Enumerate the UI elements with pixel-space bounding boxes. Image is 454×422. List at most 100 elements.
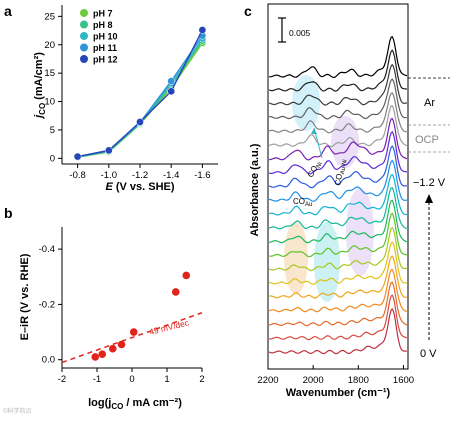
panel-b-fit-label: 49 mV/dec	[148, 317, 191, 337]
panel-a-legend-label: pH 11	[93, 43, 117, 53]
scale-bar-label: 0.005	[289, 28, 311, 38]
panel-a-x-ticks: -0.8 -1.0 -1.2 -1.4 -1.6	[69, 164, 211, 181]
panel-b-data-point	[129, 328, 138, 336]
panel-a-y-tick-label: 25	[44, 11, 55, 22]
panel-b-letter: b	[4, 205, 13, 221]
panel-c-spectrum-trace	[269, 159, 408, 202]
panel-b-x-label: log(jCO / mA cm⁻²)	[88, 397, 182, 411]
panel-c-spectrum-trace	[268, 212, 408, 258]
panel-a-legend-marker	[80, 43, 88, 52]
band-co-auni	[346, 188, 374, 276]
panel-b-points	[91, 271, 191, 361]
panel-c-spectrum-trace	[269, 294, 408, 341]
panel-c-spectrum-trace	[269, 35, 408, 79]
panel-a-y-tick-label: 5	[50, 125, 55, 136]
panel-a-series	[73, 26, 207, 162]
panel-c-spectrum-trace	[268, 49, 407, 92]
panel-b-x-tick-label: -2	[58, 374, 66, 385]
panel-a-legend-marker	[80, 20, 88, 29]
panel-c-x-tick-label: 1800	[348, 375, 369, 386]
label-ocp: OCP	[415, 134, 439, 146]
panel-a-x-tick-label: -1.6	[194, 170, 210, 181]
panel-a-letter: a	[4, 3, 12, 19]
panel-c-spectrum-trace	[268, 92, 407, 134]
panel-a-legend-label: pH 8	[93, 20, 113, 30]
panel-c-spectrum-trace	[268, 307, 407, 355]
panel-c-spectrum-trace	[268, 226, 407, 272]
label-ar: Ar	[424, 97, 435, 109]
panel-c-spectrum-trace	[269, 255, 407, 299]
panel-b-data-point	[108, 344, 117, 353]
panel-a-x-tick-label: -0.8	[69, 170, 85, 181]
panel-b-y-tick-label: 0.0	[42, 355, 55, 366]
panel-c-x-tick-label: 2200	[257, 375, 278, 386]
label-potential-top: −1.2 V	[413, 177, 446, 189]
panel-c-x-tick-label: 2000	[303, 375, 324, 386]
panel-a-y-tick-label: 10	[44, 97, 55, 108]
panel-b-data-point	[98, 350, 107, 358]
panel-a-legend-marker	[80, 32, 88, 40]
panel-a-y-tick-label: 0	[50, 153, 55, 164]
panel-b-y-label: E–iR (V vs. RHE)	[19, 253, 31, 340]
panel-c-spectrum-trace	[268, 281, 408, 327]
panel-c-spectrum-trace	[268, 130, 408, 175]
panel-a-legend-marker	[80, 55, 88, 63]
panel-c-spectrum-trace	[268, 268, 407, 313]
panel-c-spectrum-trace	[268, 241, 407, 285]
panel-b-data-point	[182, 271, 191, 280]
panel-c-frame	[267, 3, 409, 370]
panel-b-x-tick-label: 0	[129, 374, 134, 385]
panel-b-fit-line	[61, 311, 203, 364]
panel-b-data-point	[91, 353, 100, 361]
label-co-ni: CONi	[306, 159, 324, 180]
potential-arrowhead	[425, 194, 433, 203]
panel-a-data-point	[73, 152, 82, 161]
panel-c-spectrum-trace	[268, 145, 407, 189]
panel-b-y-ticks: -0.4 -0.2 0.0	[39, 244, 62, 366]
panel-c-x-tick-label: 1600	[393, 375, 414, 386]
panel-b-x-ticks: -2 -1 0 1 2	[58, 368, 205, 385]
panel-a-x-tick-label: -1.2	[132, 170, 148, 181]
panel-b-data-point	[171, 288, 180, 296]
panel-b-x-tick-label: 2	[199, 374, 204, 385]
panel-a-legend-marker	[80, 9, 88, 17]
panel-c-spectra	[268, 35, 408, 355]
watermark: ©科学前沿	[3, 407, 31, 415]
panel-a-legend-label: pH 7	[93, 9, 113, 19]
panel-c-spectrum-trace	[268, 63, 407, 106]
panel-b-y-tick-label: -0.2	[39, 299, 55, 310]
band-co-au	[284, 222, 308, 294]
panel-c-y-label: Absorbance (a.u.)	[249, 143, 261, 236]
panel-a-y-tick-label: 20	[44, 40, 55, 51]
panel-a-x-label: E (V vs. SHE)	[105, 181, 174, 193]
panel-b: b -2 -1 0 1 2 -0.4 -0.2 0.0 49 mV/dec log(jCO …	[4, 205, 205, 411]
panel-c-spectrum-trace	[268, 173, 407, 216]
panel-c-spectrum-trace	[269, 117, 408, 161]
label-co-au: COAu	[293, 197, 312, 208]
panel-b-y-tick-label: -0.4	[39, 244, 55, 255]
panel-a-legend-label: pH 10	[93, 32, 118, 42]
panel-c-spectrum-trace	[269, 78, 408, 120]
panel-a-legend-label: pH 12	[93, 55, 118, 65]
panel-b-x-tick-label: 1	[164, 374, 169, 385]
panel-a-data-point	[198, 26, 207, 34]
panel-a-y-label: jCO (mA/cm²)	[33, 52, 47, 120]
panel-a-x-tick-label: -1.0	[101, 170, 117, 181]
label-potential-bottom: 0 V	[420, 348, 437, 360]
panel-c-spectrum-trace	[268, 186, 407, 230]
panel-b-data-point	[117, 340, 126, 349]
panel-c: c 2200 2000 1800 1600 0.005 COAu CONi COAu-…	[244, 3, 450, 399]
panel-c-letter: c	[244, 3, 252, 19]
panel-a-x-tick-label: -1.4	[163, 170, 179, 181]
co-ni-arrowhead	[311, 128, 317, 134]
panel-c-spectrum-trace	[269, 199, 408, 244]
panel-c-x-label: Wavenumber (cm⁻¹)	[286, 387, 391, 399]
panel-a-data-point	[104, 146, 113, 155]
panel-c-spectrum-trace	[268, 104, 408, 148]
panel-a-data-point	[167, 77, 176, 85]
label-co-auni: COAu-Ni	[333, 158, 349, 187]
band-co-ni	[314, 222, 340, 302]
